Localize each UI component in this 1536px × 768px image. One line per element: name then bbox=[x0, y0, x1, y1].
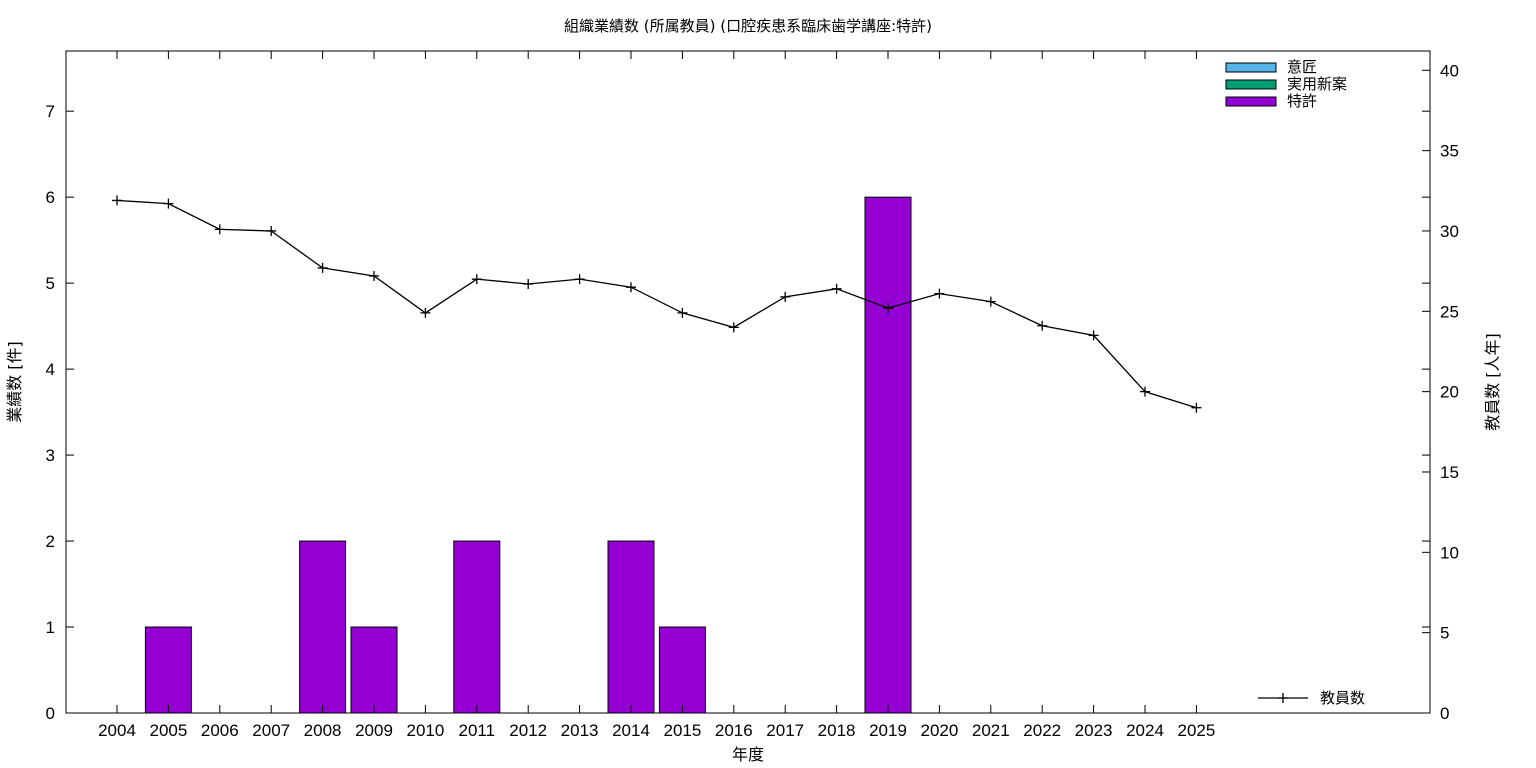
x-tick-label-2019: 2019 bbox=[869, 721, 907, 740]
x-tick-label-2023: 2023 bbox=[1075, 721, 1113, 740]
bar-2-2011 bbox=[453, 540, 501, 714]
y2-tick-label-5: 5 bbox=[1440, 624, 1449, 643]
plot-frame bbox=[65, 50, 1431, 714]
y2-tick-label-30: 30 bbox=[1440, 222, 1459, 241]
line-point-2017 bbox=[780, 291, 791, 302]
line-point-2024 bbox=[1140, 386, 1150, 397]
y-tick-label-6: 6 bbox=[46, 188, 55, 207]
x-axis-label: 年度 bbox=[732, 745, 764, 764]
line-point-2005 bbox=[163, 198, 174, 209]
y-tick-label-7: 7 bbox=[46, 102, 55, 121]
x-tick-label-2021: 2021 bbox=[972, 721, 1010, 740]
legend-label-0: 意匠 bbox=[1287, 58, 1317, 76]
line-point-2011 bbox=[471, 274, 482, 285]
y-axis-ticks: 0 1 2 3 4 5 6 7 bbox=[46, 102, 1430, 723]
x-tick-label-2022: 2022 bbox=[1023, 721, 1061, 740]
bar-2-2014 bbox=[607, 540, 655, 714]
y2-tick-label-25: 25 bbox=[1440, 302, 1459, 321]
x-tick-label-2020: 2020 bbox=[920, 721, 958, 740]
x-tick-label-2010: 2010 bbox=[406, 721, 444, 740]
x-tick-label-2024: 2024 bbox=[1126, 721, 1164, 740]
x-tick-label-2013: 2013 bbox=[561, 721, 599, 740]
line-point-2023 bbox=[1088, 330, 1099, 341]
line-point-2018 bbox=[831, 283, 842, 294]
y-tick-label-2: 2 bbox=[46, 532, 55, 551]
line-point-2025 bbox=[1191, 402, 1202, 413]
legend-swatch-2 bbox=[1225, 96, 1277, 107]
x-tick-label-2009: 2009 bbox=[355, 721, 393, 740]
bar-2-2015 bbox=[658, 626, 706, 714]
line-point-2009 bbox=[369, 270, 379, 281]
legend-swatch-1 bbox=[1225, 79, 1277, 90]
bar-2-2008 bbox=[299, 540, 347, 714]
x-tick-label-2012: 2012 bbox=[509, 721, 547, 740]
line-point-2013 bbox=[574, 274, 585, 285]
legend-line-marker bbox=[1278, 693, 1288, 703]
x-tick-label-2004: 2004 bbox=[98, 721, 136, 740]
y-axis-label: 業績数 [件] bbox=[5, 341, 24, 423]
line-point-2019 bbox=[883, 303, 893, 314]
line-point-2008 bbox=[317, 262, 328, 273]
y-tick-label-4: 4 bbox=[46, 360, 55, 379]
x-tick-label-2011: 2011 bbox=[459, 721, 496, 740]
line-point-2014 bbox=[626, 282, 636, 293]
x-tick-label-2025: 2025 bbox=[1177, 721, 1215, 740]
line-point-2021 bbox=[985, 296, 996, 307]
line-point-2010 bbox=[420, 307, 431, 318]
x-tick-label-2007: 2007 bbox=[252, 721, 290, 740]
line-layer bbox=[112, 195, 1202, 413]
x-tick-label-2018: 2018 bbox=[818, 721, 856, 740]
line-point-2012 bbox=[523, 278, 534, 289]
line-point-2015 bbox=[677, 307, 688, 318]
line-point-2022 bbox=[1037, 320, 1048, 331]
x-tick-label-2017: 2017 bbox=[766, 721, 804, 740]
line-point-2004 bbox=[112, 195, 122, 206]
bar-2-2009 bbox=[350, 626, 398, 714]
y2-axis-ticks: 0 5 10 15 20 25 30 35 40 bbox=[1422, 61, 1459, 723]
x-tick-label-2008: 2008 bbox=[304, 721, 342, 740]
y2-tick-label-40: 40 bbox=[1440, 61, 1459, 80]
legend-label-2: 特許 bbox=[1287, 92, 1317, 110]
y2-axis-label: 教員数 [人年] bbox=[1483, 333, 1502, 431]
x-tick-label-2006: 2006 bbox=[201, 721, 239, 740]
y-tick-label-0: 0 bbox=[46, 704, 55, 723]
line-point-2007 bbox=[266, 225, 277, 236]
bar-2-2005 bbox=[144, 626, 192, 714]
legend-swatch-0 bbox=[1225, 62, 1277, 73]
legend-label-line: 教員数 bbox=[1320, 689, 1365, 707]
bar-2-2019 bbox=[864, 196, 912, 714]
x-axis-ticks: 2004 2005 2006 2007 2008 2009 2010 2011 2012 2013… bbox=[98, 51, 1215, 740]
y-tick-label-1: 1 bbox=[46, 618, 55, 637]
line-point-2016 bbox=[728, 322, 739, 333]
y2-tick-label-35: 35 bbox=[1440, 142, 1459, 161]
line-point-2020 bbox=[934, 288, 945, 299]
x-tick-label-2005: 2005 bbox=[149, 721, 187, 740]
y2-tick-label-10: 10 bbox=[1440, 543, 1459, 562]
x-tick-label-2015: 2015 bbox=[663, 721, 701, 740]
legend-label-1: 実用新案 bbox=[1287, 75, 1347, 93]
y-tick-label-3: 3 bbox=[46, 446, 55, 465]
y2-tick-label-20: 20 bbox=[1440, 383, 1459, 402]
y-tick-label-5: 5 bbox=[46, 274, 55, 293]
line-point-2006 bbox=[214, 224, 225, 235]
line-series-teachers bbox=[116, 199, 1197, 409]
x-tick-label-2016: 2016 bbox=[715, 721, 753, 740]
y2-tick-label-15: 15 bbox=[1440, 463, 1459, 482]
y2-tick-label-0: 0 bbox=[1440, 704, 1449, 723]
chart-title: 組織業績数 (所属教員) (口腔疾患系臨床歯学講座:特許) bbox=[564, 17, 932, 35]
x-tick-label-2014: 2014 bbox=[612, 721, 650, 740]
bars-layer bbox=[144, 196, 912, 714]
